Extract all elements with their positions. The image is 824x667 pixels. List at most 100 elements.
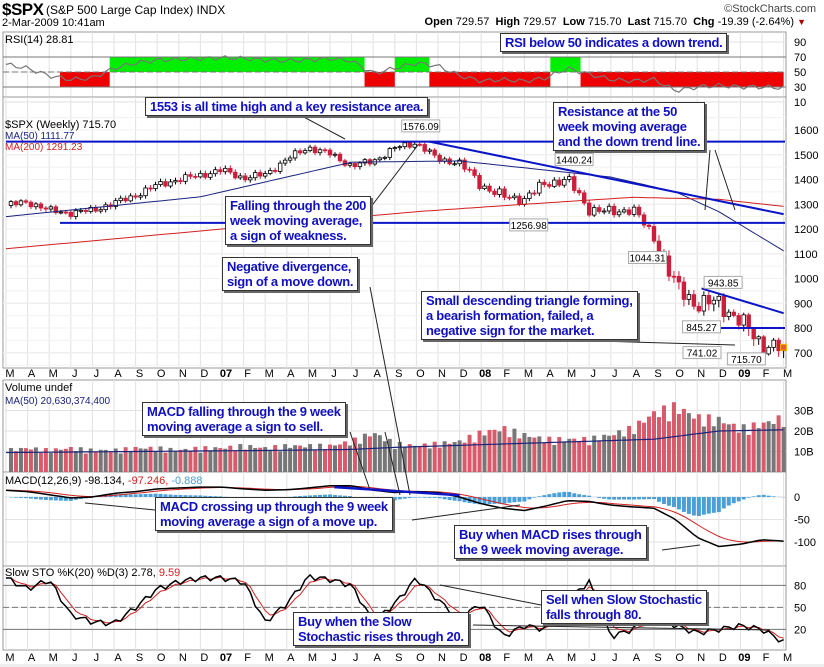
month-label: M: [524, 652, 533, 664]
candle: [407, 142, 412, 148]
month-label: F: [503, 652, 510, 664]
rsi-line: [5, 55, 784, 93]
month-label: A: [114, 368, 122, 380]
candle: [382, 156, 388, 159]
candle: [437, 154, 442, 162]
candle: [621, 209, 627, 213]
rsi-axis-label: 50: [794, 67, 806, 79]
macd-histogram-bar: [332, 495, 337, 497]
volume-bar: [647, 416, 652, 472]
candle: [417, 143, 422, 146]
candle: [128, 195, 133, 202]
high-label: High: [495, 16, 520, 28]
candle: [392, 147, 397, 149]
volume-bar: [153, 451, 158, 472]
candle: [43, 207, 49, 210]
month-label: A: [28, 368, 36, 380]
candle: [53, 206, 59, 214]
candle: [601, 210, 607, 213]
macd-histogram-bar: [38, 497, 43, 500]
macd-histogram-bar: [28, 497, 33, 499]
volume-bar: [283, 444, 288, 472]
month-label: J: [353, 652, 359, 664]
sto-legend: Slow STO %K(20) %D(3) 2.78, 9.59: [5, 567, 180, 579]
candle: [233, 171, 238, 179]
price-label-box: [682, 346, 722, 360]
candle: [218, 169, 223, 173]
candle: [497, 188, 502, 195]
volume-bar: [18, 447, 23, 472]
month-label: D: [719, 368, 727, 380]
macd-histogram-bar: [218, 496, 223, 497]
volume-bar: [412, 445, 417, 472]
volume-bar: [253, 447, 258, 472]
month-label: A: [28, 652, 36, 664]
candle: [258, 172, 263, 177]
month-label: A: [287, 652, 295, 664]
volume-bar: [567, 438, 572, 472]
macd-histogram-bar: [671, 497, 676, 508]
macd-histogram-bar: [666, 497, 671, 506]
volume-bar: [68, 446, 73, 472]
candle: [58, 211, 64, 214]
rsi-note: RSI below 50 indicates a down trend.: [500, 33, 728, 52]
ma200-note: Falling through the 200 week moving aver…: [225, 196, 372, 245]
candle: [228, 167, 233, 173]
volume-bar: [642, 422, 647, 472]
low-value: 715.70: [587, 16, 622, 28]
candle: [651, 226, 657, 242]
volume-bar: [372, 433, 377, 472]
macd-histogram-bar: [731, 497, 736, 504]
candle: [113, 200, 118, 207]
symbol: $SPX: [2, 0, 44, 19]
candle: [277, 162, 283, 172]
volume-bar: [48, 452, 53, 472]
volume-bar: [612, 435, 617, 472]
volume-bar: [223, 448, 228, 472]
price-label: 1576.09: [403, 122, 440, 133]
month-label: J: [331, 368, 337, 380]
macd-histogram-bar: [587, 495, 592, 497]
price-axis-label: 900: [794, 298, 812, 310]
month-label: J: [612, 652, 618, 664]
macd-histogram-bar: [522, 497, 527, 502]
price-label: 1440.24: [556, 156, 593, 167]
macd-histogram-bar: [347, 495, 352, 497]
down-arrow-icon: ▼: [797, 17, 806, 27]
month-label: O: [416, 368, 425, 380]
price-axis-label: 1300: [794, 199, 818, 211]
candle: [676, 275, 682, 283]
candle: [616, 211, 622, 216]
volume-bar: [243, 449, 248, 472]
month-label: F: [244, 368, 251, 380]
candle: [596, 207, 602, 212]
volume-bar: [562, 441, 567, 472]
macd-histogram-bar: [716, 497, 721, 513]
volume-bar: [681, 408, 686, 472]
candle: [357, 162, 363, 168]
volume-bar: [532, 437, 537, 472]
macd-histogram-bar: [681, 497, 686, 512]
sto-k-value: Slow STO %K(20) %D(3) 2.78,: [5, 567, 156, 579]
month-label: A: [114, 652, 122, 664]
price-axis-label: 1000: [794, 274, 818, 286]
month-label: S: [136, 652, 143, 664]
macd-histogram-bar: [557, 492, 562, 497]
volume-bar: [328, 444, 332, 472]
candle: [327, 149, 333, 156]
macd-histogram-bar: [676, 497, 681, 510]
price-label-box: [401, 119, 441, 133]
macd-histogram-bar: [208, 496, 213, 497]
candle: [203, 172, 208, 178]
price-axis-label: 1200: [794, 224, 818, 236]
price-label: 1044.31: [629, 254, 666, 265]
volume-bar: [582, 436, 587, 472]
candle: [63, 211, 69, 214]
month-label: A: [546, 368, 554, 380]
down-trend-line: [429, 140, 784, 216]
month-label: J: [612, 368, 618, 380]
candle: [711, 299, 717, 305]
candle: [701, 295, 707, 312]
candle: [457, 159, 462, 165]
macd-histogram-bar: [457, 497, 462, 502]
